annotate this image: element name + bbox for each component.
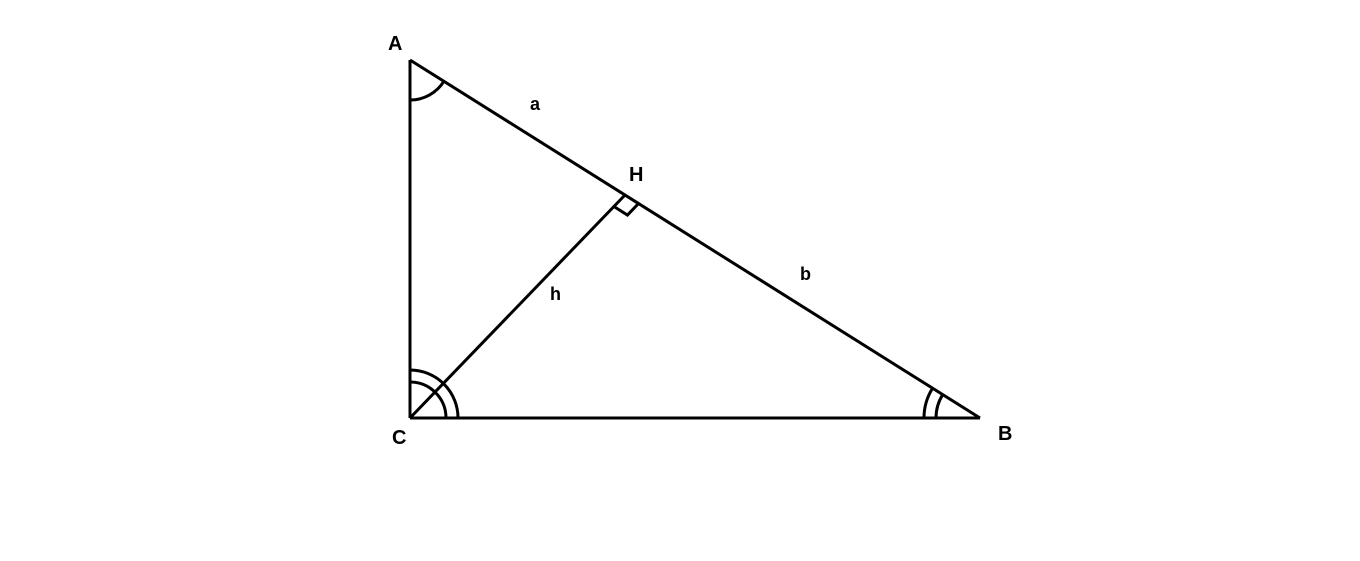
altitude-CH	[410, 195, 625, 418]
angle-mark-A	[410, 81, 444, 100]
angle-mark-B-inner	[936, 395, 943, 418]
label-H: H	[629, 164, 643, 186]
label-h: h	[550, 284, 561, 304]
right-angle-H	[614, 204, 639, 216]
edge-AB	[410, 60, 980, 418]
label-a: a	[530, 94, 541, 114]
label-B: B	[998, 423, 1012, 445]
label-C: C	[392, 427, 406, 449]
triangle-diagram: A B C H a b h	[0, 0, 1360, 561]
label-b: b	[800, 264, 811, 284]
angle-mark-B-outer	[924, 388, 933, 418]
label-A: A	[388, 33, 402, 55]
